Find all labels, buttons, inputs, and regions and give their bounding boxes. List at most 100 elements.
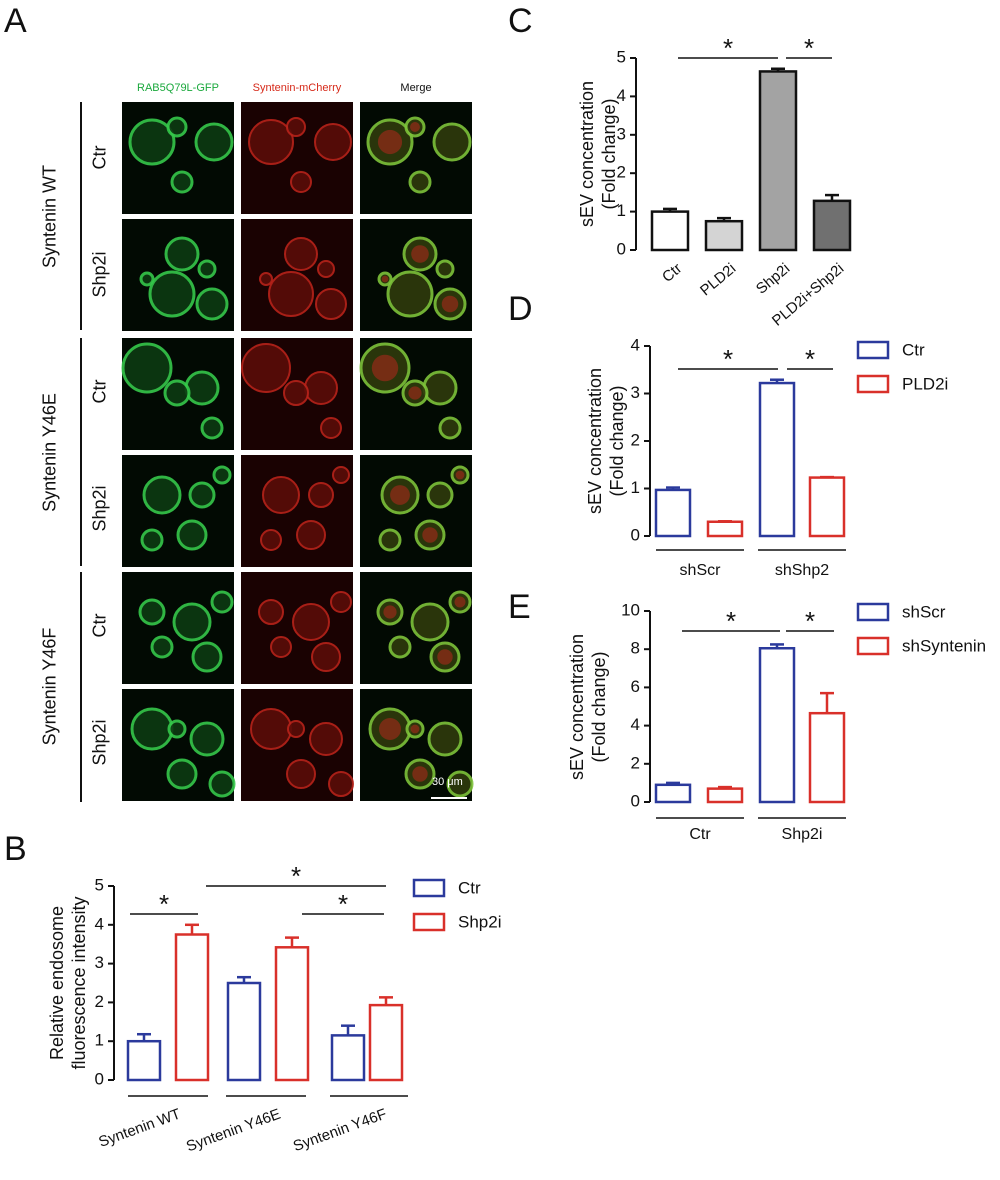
bar-shSyntenin <box>808 711 846 804</box>
sig-e-2-star: * <box>805 606 815 636</box>
sig-b-1-star: * <box>159 889 169 919</box>
bar-Ctr <box>758 381 796 538</box>
y-tick-label: 5 <box>95 875 104 894</box>
legend-label: Shp2i <box>458 912 501 931</box>
bar-Ctr <box>650 210 690 252</box>
merge-image <box>360 689 474 801</box>
bar-PLD2i+Shp2i <box>812 199 852 252</box>
group-label: Syntenin Y46E <box>184 1106 283 1156</box>
mcherry-image <box>241 572 353 684</box>
bar-Ctr <box>126 1039 162 1082</box>
legend-swatch <box>856 636 890 656</box>
y-axis-label: (Fold change) <box>607 385 627 496</box>
y-axis-label: sEV concentration <box>585 368 605 514</box>
legend-swatch <box>412 878 446 898</box>
y-tick-label: 4 <box>617 86 626 105</box>
y-tick-label: 0 <box>631 791 640 810</box>
y-tick-label: 4 <box>631 335 640 354</box>
legend-label: Ctr <box>458 878 481 897</box>
panel-label-e: E <box>508 588 531 626</box>
group-label: shScr <box>680 562 722 579</box>
panel-label-c: C <box>508 2 533 40</box>
sig-b-3-star: * <box>338 889 348 919</box>
scale-bar <box>431 797 467 799</box>
legend-swatch <box>856 340 890 360</box>
bar-Shp2i <box>758 70 798 252</box>
mcherry-image <box>241 689 354 801</box>
y-axis-label: sEV concentration <box>577 81 597 227</box>
y-tick-label: 8 <box>631 639 640 658</box>
gfp-image <box>122 572 234 684</box>
bar-shSyntenin <box>706 787 744 804</box>
y-tick-label: 4 <box>95 914 104 933</box>
gfp-image <box>122 689 236 801</box>
y-tick-label: 1 <box>95 1031 104 1050</box>
column-header-mcherry: Syntenin-mCherry <box>252 82 342 94</box>
legend-swatch <box>412 912 446 932</box>
y-tick-label: 2 <box>95 992 104 1011</box>
panel-label-b: B <box>4 830 27 868</box>
y-axis-label: sEV concentration <box>567 634 587 780</box>
gfp-image <box>122 455 234 567</box>
group-label: Ctr <box>689 826 711 843</box>
legend-label: Ctr <box>902 340 925 359</box>
group-divider-wt <box>80 102 82 330</box>
sig-c-1-star: * <box>723 33 733 63</box>
group-divider-y46f <box>80 572 82 802</box>
y-tick-label: 1 <box>631 478 640 497</box>
panel-label-a: A <box>4 2 27 40</box>
y-tick-label: 10 <box>621 600 640 619</box>
y-axis-label: (Fold change) <box>589 651 609 762</box>
sig-d-2-star: * <box>805 344 815 374</box>
legend-label: shScr <box>902 602 946 621</box>
x-tick-label: PLD2i <box>697 260 739 299</box>
mcherry-image <box>241 219 353 331</box>
y-axis-label: (Fold change) <box>599 98 619 209</box>
gfp-image <box>122 102 234 214</box>
sig-b-2-star: * <box>291 861 301 891</box>
group-divider-y46e <box>80 338 82 566</box>
merge-image <box>360 455 472 567</box>
group-label: Syntenin WT <box>96 1106 183 1151</box>
x-tick-label: Shp2i <box>753 260 793 298</box>
bar-shScr <box>758 646 796 804</box>
group-label: Syntenin Y46F <box>291 1106 389 1156</box>
legend-label: PLD2i <box>902 374 948 393</box>
x-tick-label: Ctr <box>659 260 685 286</box>
y-tick-label: 0 <box>95 1069 104 1088</box>
legend-label: shSyntenin <box>902 636 986 655</box>
bar-Ctr <box>654 488 692 538</box>
y-axis-label: Relative endosome <box>47 906 67 1060</box>
column-header-gfp: RAB5Q79L-GFP <box>137 82 219 94</box>
y-tick-label: 0 <box>617 239 626 258</box>
gfp-image <box>122 219 234 331</box>
y-tick-label: 2 <box>617 163 626 182</box>
legend-swatch <box>856 374 890 394</box>
y-tick-label: 4 <box>631 715 640 734</box>
merge-image <box>359 338 472 450</box>
merge-image <box>360 219 472 331</box>
y-tick-label: 5 <box>617 47 626 66</box>
bar-Shp2i <box>368 1003 404 1082</box>
sig-d-1-star: * <box>723 344 733 374</box>
scale-bar-label: 30 μm <box>432 776 463 788</box>
bar-PLD2i <box>808 476 846 538</box>
y-tick-label: 2 <box>631 430 640 449</box>
sig-c-2-star: * <box>804 33 814 63</box>
bar-Ctr <box>226 981 262 1082</box>
bar-PLD2i <box>704 219 744 252</box>
y-tick-label: 3 <box>631 383 640 402</box>
column-header-merge: Merge <box>400 82 432 94</box>
panel-label-d: D <box>508 290 533 328</box>
y-tick-label: 2 <box>631 753 640 772</box>
group-label: Shp2i <box>782 826 823 843</box>
bar-PLD2i <box>706 520 744 538</box>
y-tick-label: 3 <box>617 124 626 143</box>
merge-image <box>360 572 472 684</box>
mcherry-image <box>241 338 353 450</box>
bar-Shp2i <box>174 933 210 1082</box>
mcherry-image <box>241 455 353 567</box>
y-axis-label: fluorescence intensity <box>69 896 89 1069</box>
bar-Shp2i <box>274 946 310 1082</box>
